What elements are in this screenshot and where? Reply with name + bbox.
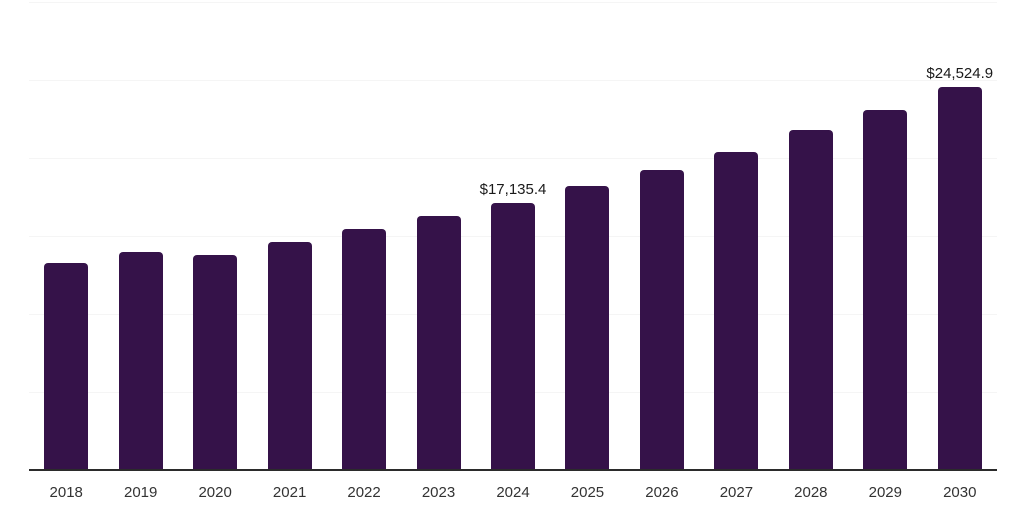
bar-2021 [267,242,312,470]
value-label-2030: $24,524.9 [926,65,994,83]
x-tick-2021: 2021 [272,484,307,501]
plot-area [29,2,997,471]
bar-2024 [491,202,535,470]
bar-2020 [193,255,238,470]
x-tick-2020: 2020 [198,484,232,501]
bar-2027 [714,151,759,470]
value-label-2024: $17,135.4 [479,180,547,198]
x-tick-2018: 2018 [49,484,83,501]
bar-2026 [639,170,684,470]
x-tick-2022: 2022 [347,484,381,501]
bar-2019 [118,252,163,470]
bar-2025 [565,186,610,470]
x-axis-line [29,469,997,471]
x-tick-2030: 2030 [943,484,977,501]
x-tick-2026: 2026 [645,484,679,501]
x-tick-2025: 2025 [570,484,605,501]
gridline [29,80,997,81]
bar-2018 [44,263,89,470]
x-tick-2019: 2019 [124,484,158,501]
bar-2023 [416,216,461,470]
bar-2028 [788,130,833,470]
x-tick-2027: 2027 [719,484,754,501]
bar-2030 [937,87,982,470]
x-tick-2023: 2023 [421,484,456,501]
gridline [29,2,997,3]
bar-2029 [863,109,908,470]
gridline [29,158,997,159]
x-tick-2024: 2024 [496,484,530,501]
x-tick-2029: 2029 [868,484,902,501]
bar-2022 [342,229,387,470]
x-tick-2028: 2028 [794,484,828,501]
